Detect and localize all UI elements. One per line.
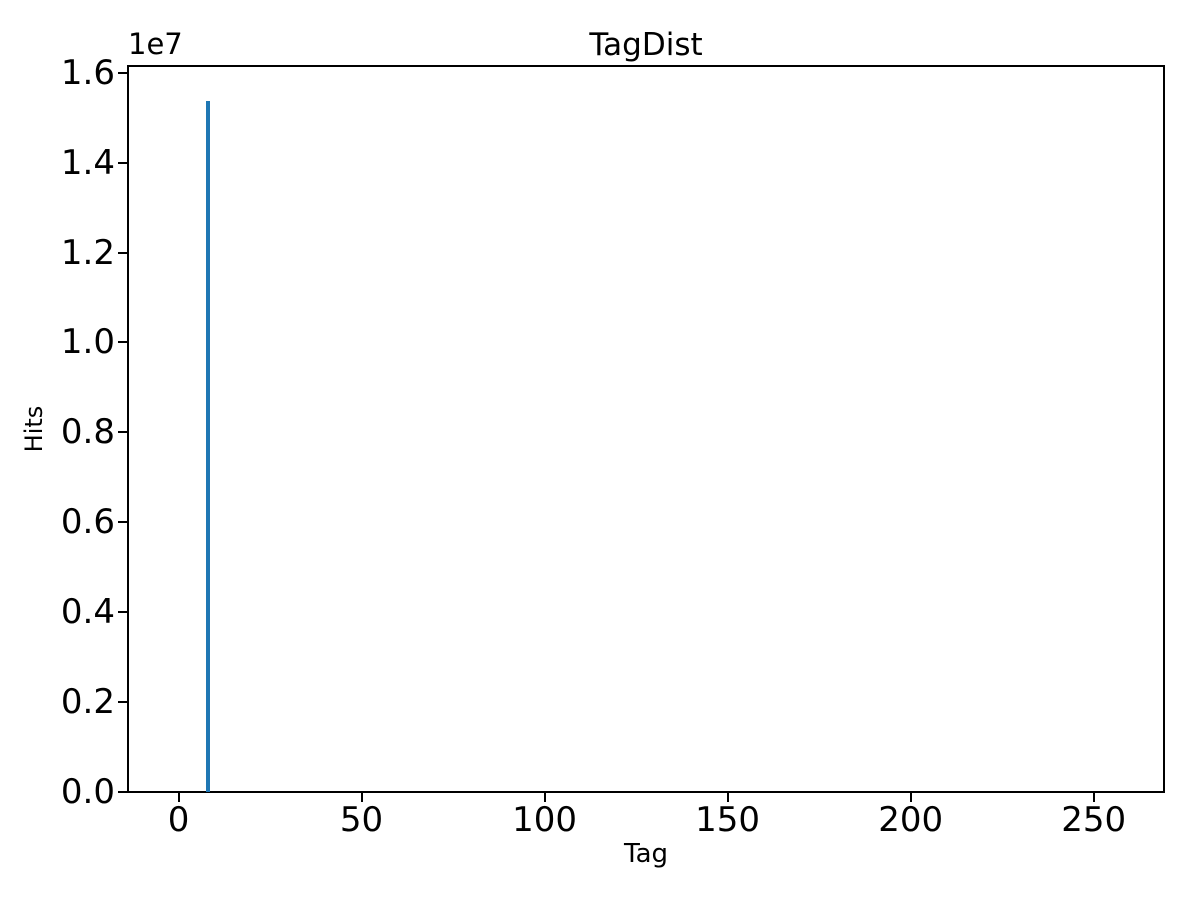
y-tick <box>118 431 127 434</box>
y-tick-label: 0.0 <box>60 772 115 812</box>
x-tick-label: 200 <box>878 800 944 840</box>
y-tick <box>118 161 127 164</box>
y-tick-label: 1.4 <box>60 142 115 183</box>
plot-area <box>127 65 1165 793</box>
y-tick-label: 1.2 <box>60 232 115 273</box>
y-tick-label: 0.2 <box>60 682 115 723</box>
y-tick-label: 1.6 <box>60 52 115 93</box>
x-tick-label: 100 <box>512 800 578 840</box>
x-tick <box>360 793 363 802</box>
y-tick <box>118 341 127 344</box>
x-tick <box>1092 793 1095 802</box>
y-tick <box>118 71 127 74</box>
x-tick <box>726 793 729 802</box>
y-tick <box>118 251 127 254</box>
x-tick-label: 150 <box>695 800 761 840</box>
y-tick <box>118 521 127 524</box>
y-tick-label: 1.0 <box>60 322 115 363</box>
y-tick-label: 0.6 <box>60 502 115 543</box>
x-tick-label: 50 <box>339 800 384 840</box>
y-tick-label: 0.4 <box>60 592 115 633</box>
y-tick <box>118 791 127 793</box>
x-tick-label: 0 <box>167 800 190 840</box>
y-tick <box>118 701 127 704</box>
x-tick <box>543 793 546 802</box>
y-axis-offset-label: 1e7 <box>128 27 183 61</box>
x-axis-label: Tag <box>623 839 668 869</box>
chart-title: TagDist <box>589 27 703 63</box>
y-axis-label: Hits <box>20 405 48 453</box>
bar <box>205 100 210 792</box>
x-tick-label: 250 <box>1061 800 1127 840</box>
y-tick <box>118 611 127 614</box>
x-tick <box>909 793 912 802</box>
x-tick <box>177 793 180 802</box>
y-tick-label: 0.8 <box>60 412 115 453</box>
